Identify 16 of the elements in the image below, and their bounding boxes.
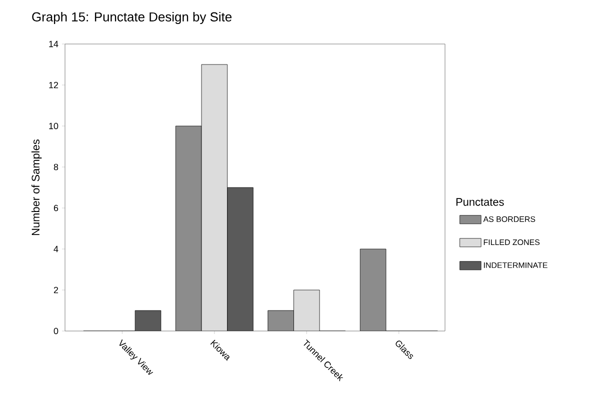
y-axis-title: Number of Samples [31,140,42,236]
bar [360,248,386,331]
bar [294,290,320,331]
y-tick-label: 14 [49,40,58,48]
y-tick-label: 0 [54,328,58,334]
bar [268,310,294,331]
bar [202,64,228,331]
y-tick-label: 8 [54,164,58,170]
bar [176,126,202,331]
y-tick-label: 12 [49,82,58,88]
y-tick-label: 4 [54,246,58,252]
y-tick-label: 10 [49,122,58,130]
chart-title: Graph 15: Punctate Design by Site [32,12,232,24]
legend-title: Punctates [456,198,504,206]
y-tick-label: 2 [54,286,58,294]
y-tick-label: 6 [54,204,58,212]
